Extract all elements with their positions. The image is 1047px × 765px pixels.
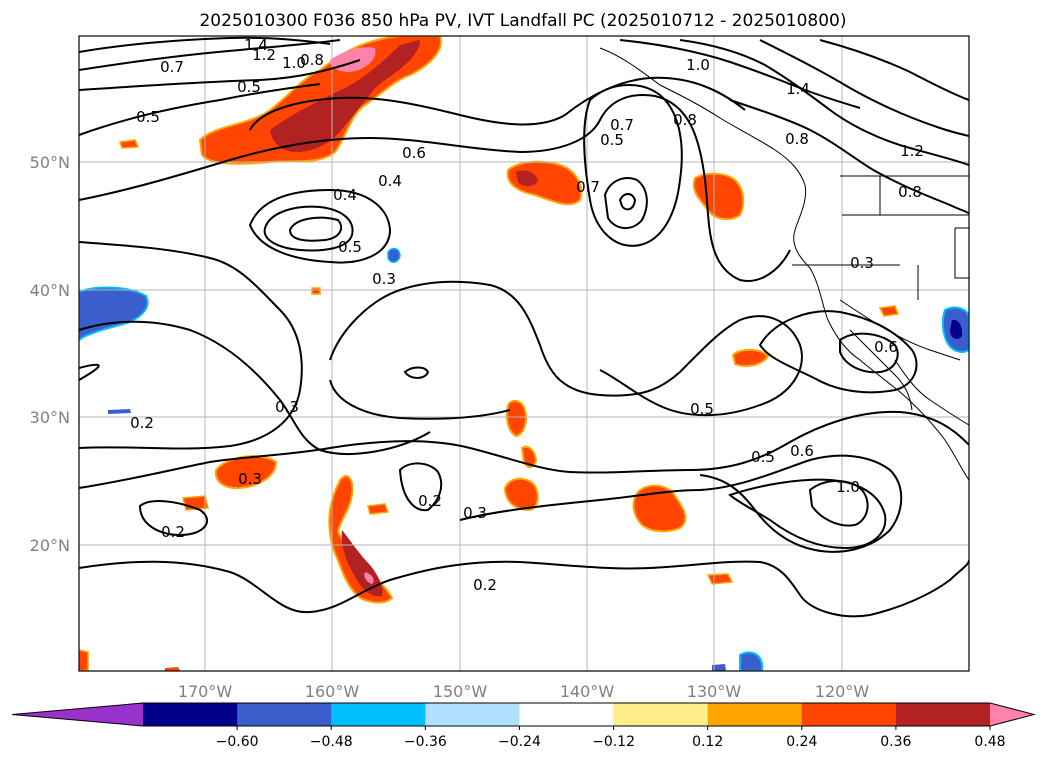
contour-label: 1.4 (244, 36, 268, 54)
colorbar-extend-low (12, 703, 143, 726)
contour-label: 0.2 (161, 523, 185, 541)
colorbar-tick-label: 0.24 (786, 734, 817, 750)
contour-label: 1.4 (786, 80, 810, 98)
contour-label: 1.0 (282, 54, 306, 72)
colorbar-tick-label: 0.12 (692, 734, 723, 750)
coastlines (599, 47, 969, 481)
colorbar-cell (613, 703, 709, 726)
colorbar-tick-label: −0.24 (498, 734, 541, 750)
contour-label: 0.3 (238, 470, 262, 488)
contour-label: 0.5 (751, 448, 775, 466)
colorbar-cell (425, 703, 520, 726)
contour-label: 0.2 (130, 414, 154, 432)
contour-label: 0.3 (850, 254, 874, 272)
colorbar-cell (895, 703, 991, 726)
contour-label: 0.7 (610, 116, 634, 134)
lat-label: 20°N (30, 536, 70, 555)
contour-label: 1.2 (252, 46, 276, 64)
contour-label: 0.5 (237, 78, 261, 96)
contour-label: 0.4 (378, 172, 402, 190)
contour-label: 0.2 (418, 492, 442, 510)
contour-label: 0.8 (300, 51, 324, 69)
colorbar-cell (801, 703, 897, 726)
colorbar-outline (11, 702, 1036, 727)
colorbar: −0.60 −0.48 −0.36 −0.24 −0.12 0.12 0.24 0.36 0.4… (11, 702, 1036, 750)
latitude-axis: 50°N 40°N 30°N 20°N (30, 153, 70, 555)
lon-label: 150°W (433, 682, 488, 701)
contour-label: 0.8 (898, 183, 922, 201)
lon-label: 120°W (815, 682, 870, 701)
contour-label: 1.0 (686, 56, 710, 74)
colorbar-tick-label: 0.36 (880, 734, 911, 750)
lat-label: 30°N (30, 408, 70, 427)
lon-label: 170°W (178, 682, 233, 701)
contour-label: 1.2 (900, 142, 924, 160)
contour-label-group: 1.4 1.2 1.0 0.8 0.7 0.5 0.5 0.6 0.4 0.4 … (130, 36, 924, 594)
lon-label: 140°W (560, 682, 615, 701)
contour-label: 0.4 (333, 186, 357, 204)
colorbar-tick-label: −0.48 (310, 734, 353, 750)
colorbar-tick-label: −0.36 (404, 734, 447, 750)
contour-label: 0.3 (275, 398, 299, 416)
colorbar-extend-high (990, 703, 1034, 726)
pv-negative-shading (79, 247, 969, 671)
contour-label: 0.6 (402, 144, 426, 162)
contour-label: 0.5 (600, 131, 624, 149)
colorbar-cell (331, 703, 426, 726)
contour-label: 0.7 (160, 58, 184, 76)
lat-label: 40°N (30, 281, 70, 300)
pv-contours (79, 36, 969, 618)
longitude-axis: 170°W 160°W 150°W 140°W 130°W 120°W (178, 682, 870, 701)
contour-label: 0.5 (690, 400, 714, 418)
contour-label: 0.6 (874, 338, 898, 356)
map-panel: 1.4 1.2 1.0 0.8 0.7 0.5 0.5 0.6 0.4 0.4 … (79, 36, 969, 671)
lon-label: 160°W (305, 682, 360, 701)
colorbar-cell (237, 703, 332, 726)
colorbar-cell (519, 703, 615, 726)
contour-label: 0.5 (136, 108, 160, 126)
contour-label: 0.3 (372, 270, 396, 288)
contour-label: 0.6 (790, 442, 814, 460)
contour-label: 0.8 (673, 111, 697, 129)
contour-label: 0.7 (576, 178, 600, 196)
colorbar-tick-label: −0.60 (216, 734, 259, 750)
colorbar-cell (707, 703, 803, 726)
lat-label: 50°N (30, 153, 70, 172)
figure-title: 2025010300 F036 850 hPa PV, IVT Landfall… (199, 11, 846, 31)
contour-label: 0.8 (785, 130, 809, 148)
colorbar-cell (143, 703, 238, 726)
lon-label: 130°W (687, 682, 742, 701)
contour-label: 1.0 (836, 478, 860, 496)
contour-label: 0.3 (463, 504, 487, 522)
colorbar-tick-label: −0.12 (592, 734, 635, 750)
contour-label: 0.5 (338, 238, 362, 256)
colorbar-tick-label: 0.48 (974, 734, 1005, 750)
map-frame (78, 35, 970, 672)
contour-label: 0.2 (473, 576, 497, 594)
